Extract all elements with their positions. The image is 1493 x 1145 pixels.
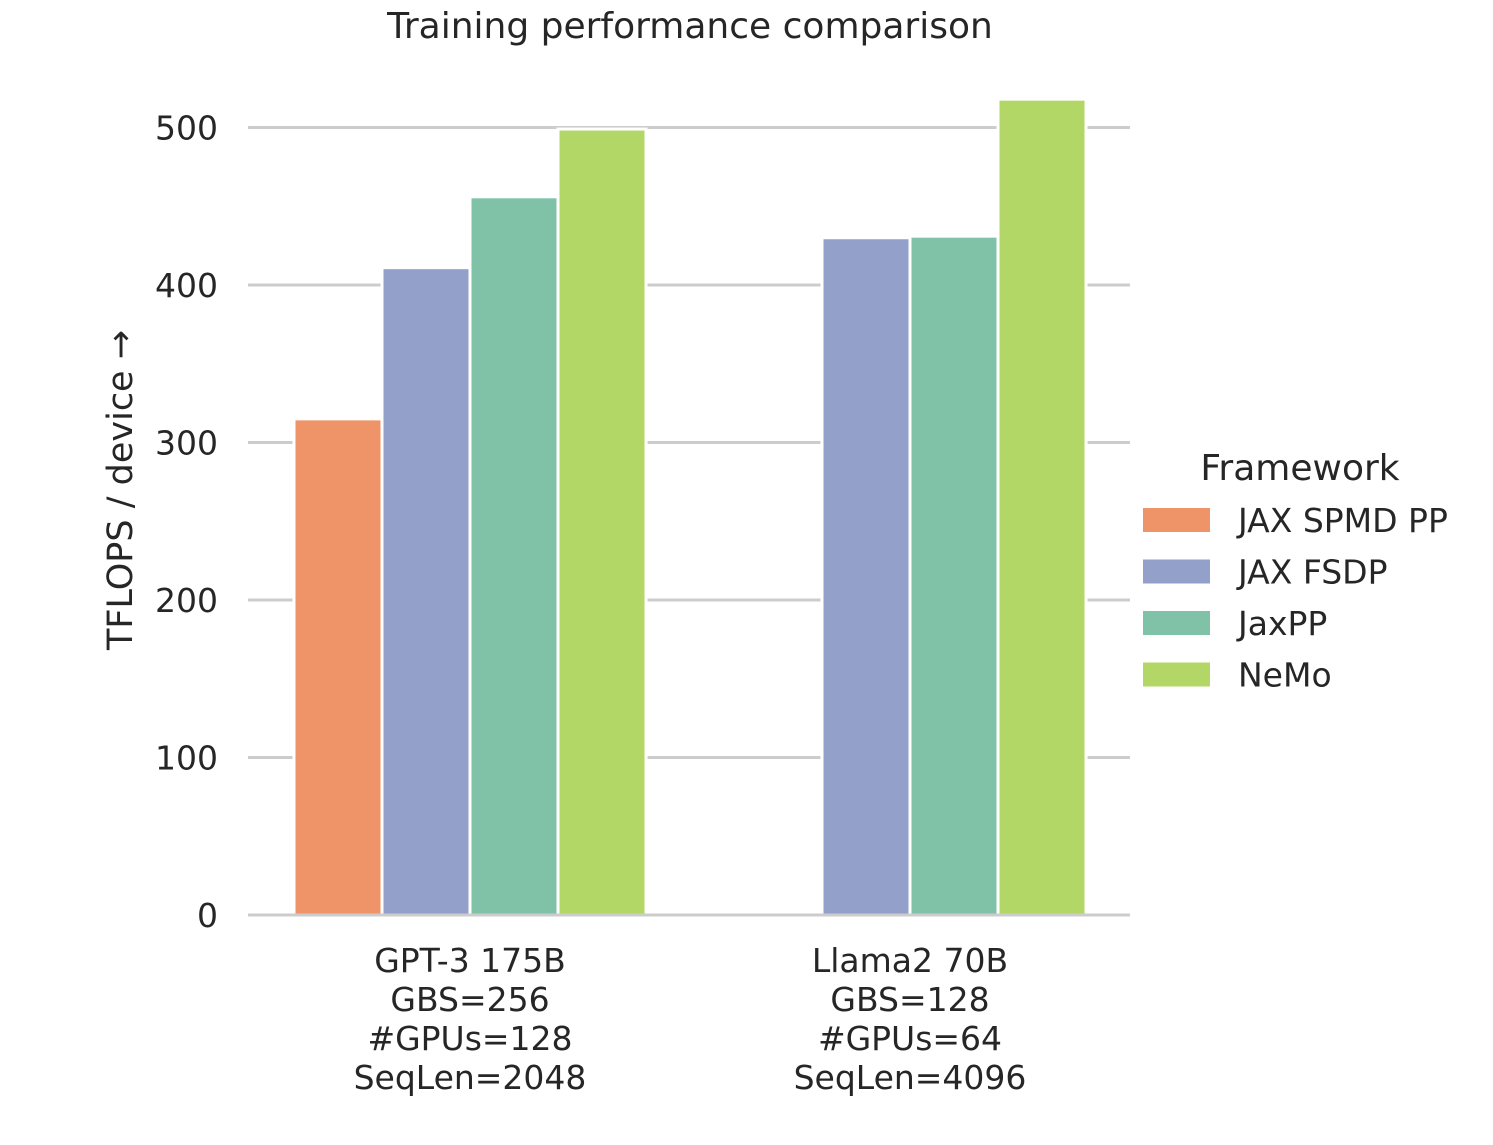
bar	[556, 127, 648, 917]
x-tick-label: GPT-3 175B GBS=256 #GPUs=128 SeqLen=2048	[354, 941, 587, 1097]
x-tick-label-line: GPT-3 175B	[374, 941, 566, 980]
x-tick-label-line: #GPUs=64	[818, 1019, 1002, 1058]
legend-swatch	[1143, 611, 1210, 635]
y-tick-label: 100	[155, 739, 218, 778]
bar	[820, 236, 912, 917]
bar	[996, 97, 1088, 917]
bars-layer	[248, 97, 1130, 917]
bar	[908, 234, 1000, 917]
bar	[380, 266, 472, 917]
bar	[292, 417, 384, 917]
y-axis-label: TFLOPS / device →	[101, 330, 141, 651]
y-tick-labels: 0 100 200 300 400 500	[155, 109, 218, 936]
x-tick-label-line: Llama2 70B	[812, 941, 1008, 980]
y-tick-label: 500	[155, 109, 218, 148]
x-tick-label-line: SeqLen=2048	[354, 1058, 587, 1097]
bar	[468, 195, 560, 917]
legend-label: NeMo	[1238, 656, 1332, 695]
x-tick-label: Llama2 70B GBS=128 #GPUs=64 SeqLen=4096	[794, 941, 1027, 1097]
legend-label: JAX SPMD PP	[1236, 501, 1448, 540]
legend-swatch	[1143, 508, 1210, 532]
x-tick-label-line: GBS=256	[390, 980, 549, 1019]
legend: Framework JAX SPMD PP JAX FSDP JaxPP NeMo	[1143, 448, 1448, 695]
y-tick-label: 200	[155, 581, 218, 620]
x-tick-label-line: #GPUs=128	[367, 1019, 572, 1058]
y-tick-label: 300	[155, 424, 218, 463]
x-tick-label-line: GBS=128	[830, 980, 989, 1019]
x-tick-label-line: SeqLen=4096	[794, 1058, 1027, 1097]
x-category-labels: GPT-3 175B GBS=256 #GPUs=128 SeqLen=2048 Lla…	[354, 941, 1027, 1097]
chart-title: Training performance comparison	[386, 6, 993, 47]
legend-label: JAX FSDP	[1236, 553, 1387, 592]
legend-swatch	[1143, 662, 1210, 687]
y-tick-label: 0	[197, 896, 218, 935]
legend-swatch	[1143, 559, 1210, 584]
legend-title: Framework	[1200, 448, 1399, 489]
y-tick-label: 400	[155, 266, 218, 305]
legend-label: JaxPP	[1236, 604, 1327, 643]
